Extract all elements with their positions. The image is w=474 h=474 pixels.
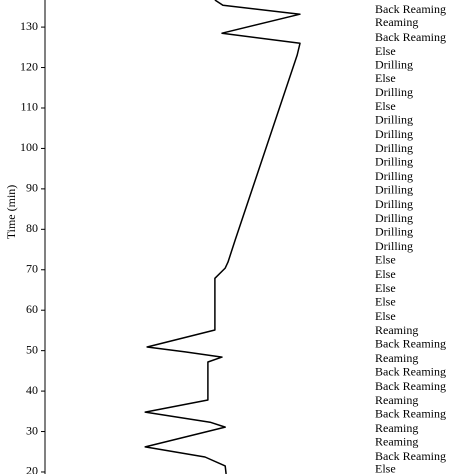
y-tick-label: 110 bbox=[20, 100, 38, 114]
y-tick-label: 80 bbox=[26, 221, 38, 235]
y-tick-label: 100 bbox=[20, 140, 38, 154]
activity-label: Reaming bbox=[375, 421, 418, 435]
y-axis-label: Time (min) bbox=[4, 185, 18, 240]
activity-label: Drilling bbox=[375, 239, 413, 253]
activity-label: Drilling bbox=[375, 183, 413, 197]
activity-label: Drilling bbox=[375, 211, 413, 225]
activity-label: Back Reaming bbox=[375, 365, 446, 379]
activity-label: Else bbox=[375, 44, 396, 58]
activity-label: Drilling bbox=[375, 127, 413, 141]
activity-label: Drilling bbox=[375, 58, 413, 72]
y-tick-label: 90 bbox=[26, 181, 38, 195]
activity-label: Drilling bbox=[375, 225, 413, 239]
activity-label: Reaming bbox=[375, 393, 418, 407]
activity-label: Reaming bbox=[375, 323, 418, 337]
activity-label: Back Reaming bbox=[375, 407, 446, 421]
activity-label: Else bbox=[375, 267, 396, 281]
y-tick-label: 60 bbox=[26, 302, 38, 316]
activity-label: Back Reaming bbox=[375, 449, 446, 463]
activity-label: Reaming bbox=[375, 435, 418, 449]
activity-label: Else bbox=[375, 99, 396, 113]
y-tick-label: 120 bbox=[20, 59, 38, 73]
y-tick-label: 130 bbox=[20, 19, 38, 33]
activity-label: Drilling bbox=[375, 113, 413, 127]
y-tick-label: 50 bbox=[26, 342, 38, 356]
activity-label: Back Reaming bbox=[375, 379, 446, 393]
activity-label: Back Reaming bbox=[375, 2, 446, 16]
activity-label: Back Reaming bbox=[375, 337, 446, 351]
data-line bbox=[144, 0, 301, 474]
activity-label: Else bbox=[375, 462, 396, 474]
activity-label: Drilling bbox=[375, 155, 413, 169]
activity-label: Else bbox=[375, 253, 396, 267]
activity-label: Drilling bbox=[375, 169, 413, 183]
y-tick-label: 20 bbox=[26, 464, 38, 474]
activity-label: Drilling bbox=[375, 197, 413, 211]
activity-label: Else bbox=[375, 309, 396, 323]
activity-label: Drilling bbox=[375, 85, 413, 99]
y-tick-label: 70 bbox=[26, 262, 38, 276]
activity-label: Else bbox=[375, 295, 396, 309]
activity-label: Reaming bbox=[375, 15, 418, 29]
y-tick-label: 40 bbox=[26, 383, 38, 397]
y-tick-label: 30 bbox=[26, 423, 38, 437]
activity-label: Drilling bbox=[375, 141, 413, 155]
activity-label: Else bbox=[375, 281, 396, 295]
activity-label: Reaming bbox=[375, 351, 418, 365]
activity-label: Back Reaming bbox=[375, 30, 446, 44]
activity-label: Else bbox=[375, 71, 396, 85]
